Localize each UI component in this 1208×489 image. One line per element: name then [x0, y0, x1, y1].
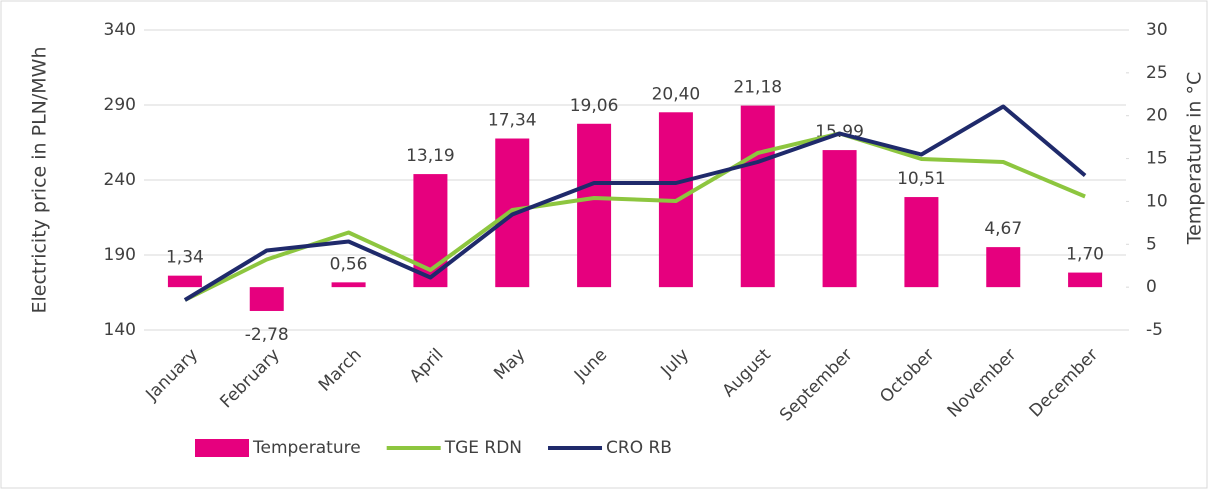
bar [822, 150, 857, 288]
y2-tick-label: 10 [1146, 191, 1168, 211]
y2-tick-label: 15 [1146, 149, 1168, 169]
data-label: -2,78 [245, 325, 289, 345]
legend-swatch [195, 439, 249, 457]
y2-tick-label: 20 [1146, 106, 1168, 126]
y-axis-title: Electricity price in PLN/MWh [29, 47, 51, 314]
data-label: 19,06 [570, 96, 619, 116]
y2-axis-title: Temperature in °C [1184, 72, 1206, 246]
y-tick-label: 140 [104, 320, 136, 340]
data-label: 20,40 [652, 84, 701, 104]
bar [1068, 272, 1103, 288]
data-label: 1,70 [1066, 245, 1104, 265]
y-tick-label: 290 [104, 95, 136, 115]
bar [331, 282, 366, 288]
bar [577, 123, 612, 288]
y-tick-label: 190 [104, 245, 136, 265]
data-label: 1,34 [166, 248, 204, 268]
line [183, 104, 1087, 302]
data-label: 21,18 [733, 78, 782, 98]
y2-tick-label: 25 [1146, 63, 1168, 83]
y2-tick-label: 5 [1146, 234, 1157, 254]
bar [167, 275, 202, 288]
data-label: 17,34 [488, 111, 537, 131]
line [184, 131, 1086, 302]
bar [986, 247, 1021, 288]
bar [740, 105, 775, 288]
data-label: 13,19 [406, 146, 455, 166]
y2-tick-label: -5 [1146, 320, 1163, 340]
legend-label: TGE RDN [444, 438, 522, 458]
y-tick-label: 340 [104, 20, 136, 40]
data-label: 10,51 [897, 169, 946, 189]
data-label: 0,56 [330, 254, 368, 274]
y2-tick-label: 0 [1146, 277, 1157, 297]
bar [904, 197, 939, 288]
y-tick-label: 240 [104, 170, 136, 190]
legend-label: Temperature [252, 438, 361, 458]
legend-label: CRO RB [606, 438, 672, 458]
data-label: 4,67 [984, 219, 1022, 239]
bar [249, 287, 284, 311]
y2-tick-label: 30 [1146, 20, 1168, 40]
